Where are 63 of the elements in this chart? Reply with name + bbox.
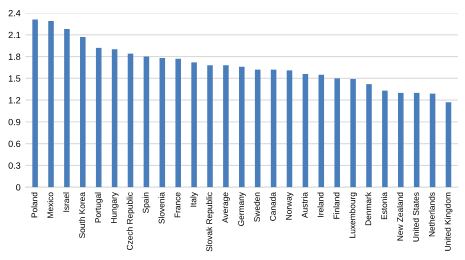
x-tick-label: Portugal xyxy=(94,192,103,222)
x-tick-label: Spain xyxy=(142,192,150,213)
x-tick-label: Slovenia xyxy=(158,192,165,224)
bar xyxy=(254,70,260,188)
x-tick-label: Italy xyxy=(190,192,198,207)
y-tick-label: 2.1 xyxy=(8,32,20,38)
bar xyxy=(112,49,118,188)
bar xyxy=(270,70,276,188)
y-tick-label: 0.6 xyxy=(8,140,20,148)
y-tick-label: 1.5 xyxy=(8,75,20,82)
bar xyxy=(64,28,70,188)
bar xyxy=(191,62,197,188)
x-tick-label: France xyxy=(174,192,180,218)
x-tick-label: South Korea xyxy=(78,192,86,238)
x-tick-label: Slovak Republic xyxy=(206,192,214,252)
x-tick-label: Ireland xyxy=(317,192,324,217)
y-tick-label: 0.3 xyxy=(8,162,20,169)
bar xyxy=(350,79,356,188)
x-tick-label: Hungary xyxy=(111,192,118,223)
bar xyxy=(128,54,134,188)
x-tick-label: Finland xyxy=(333,192,340,219)
bar xyxy=(318,74,324,188)
bar xyxy=(160,58,166,188)
x-tick-label: Average xyxy=(222,192,230,223)
bar xyxy=(175,58,181,188)
x-tick-label: Germany xyxy=(238,192,246,226)
bar xyxy=(366,84,372,188)
bar xyxy=(334,78,340,188)
x-tick-label: Luxembourg xyxy=(349,192,357,238)
bar xyxy=(80,36,86,188)
bar xyxy=(239,66,245,188)
x-tick-label: Mexico xyxy=(47,192,54,218)
bar xyxy=(207,65,213,188)
x-tick-label: Israel xyxy=(63,192,70,212)
x-tick-label: Austria xyxy=(302,192,308,218)
y-tick-label: 1.8 xyxy=(8,54,20,60)
bar xyxy=(32,20,38,188)
x-tick-label: Norway xyxy=(286,192,294,220)
bar xyxy=(223,65,229,188)
y-tick-label: 0 xyxy=(16,184,20,191)
x-tick-label: Canada xyxy=(270,192,276,221)
bar xyxy=(414,92,420,188)
x-tick-label: Poland xyxy=(31,192,38,218)
bar xyxy=(144,56,150,188)
x-tick-label: Estonia xyxy=(381,192,388,220)
x-tick-label: Netherlands xyxy=(428,192,435,236)
x-tick-label: Denmark xyxy=(365,192,372,226)
x-tick-label: New Zealand xyxy=(396,192,404,240)
x-tick-label: United States xyxy=(412,192,419,242)
bar xyxy=(398,92,404,188)
bar xyxy=(96,48,102,188)
bar xyxy=(446,102,452,188)
bar xyxy=(382,90,388,188)
bar xyxy=(48,20,54,188)
bar xyxy=(302,74,308,188)
y-tick-label: 2.4 xyxy=(8,10,20,16)
y-tick-label: 1.2 xyxy=(8,97,20,104)
bar xyxy=(286,70,292,188)
y-tick-label: 0.9 xyxy=(8,118,20,126)
bar xyxy=(430,94,436,188)
x-tick-label: United Kingdom xyxy=(444,192,452,251)
x-tick-label: Czech Republic xyxy=(126,192,134,250)
x-tick-label: Sweden xyxy=(254,192,260,222)
